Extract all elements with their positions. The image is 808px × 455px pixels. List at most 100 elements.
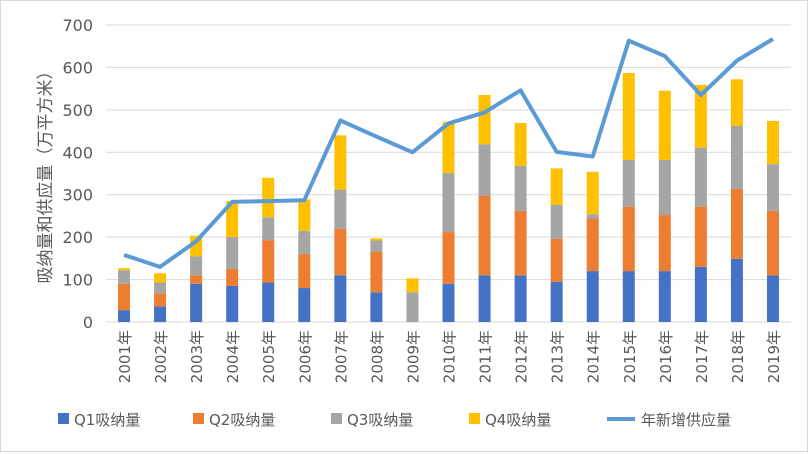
x-tick-label: 2003年 [188,330,206,383]
bar-segment [550,204,563,239]
bar-segment [190,283,203,322]
legend-swatch [331,413,342,424]
y-axis-title: 吸纳量和供应量（万平方米） [36,63,56,284]
bar-segment [730,125,743,189]
bar-segment [406,278,419,293]
bars [118,72,779,322]
y-tick-label: 0 [83,313,93,332]
legend-label: 年新增供应量 [641,411,731,429]
bar-segment [622,271,635,322]
bar-segment [586,171,599,215]
bar-segment [262,177,275,218]
bar-segment [334,275,347,322]
supply-line [123,37,775,269]
bar-segment [766,120,779,165]
bar-segment [406,292,419,322]
bar-segment [118,270,131,284]
x-tick-label: 2009年 [404,330,422,383]
bar-segment [478,95,491,145]
bar-segment [226,237,239,269]
x-tick-label: 2005年 [260,330,278,383]
bar-segment [694,266,707,322]
x-tick-label: 2002年 [152,330,170,383]
bar-segment [334,228,347,276]
bar-segment [622,72,635,160]
y-tick-label: 300 [62,186,93,205]
bar-segment [370,240,383,252]
bar-segment [622,159,635,207]
x-tick-label: 2010年 [441,330,459,383]
bar-segment [226,285,239,322]
bar-segment [226,268,239,286]
x-tick-label: 2006年 [296,330,314,383]
bar-segment [118,310,131,322]
legend-swatch [469,413,480,424]
legend-swatch [58,413,69,424]
legend-item: Q3吸纳量 [331,411,413,429]
legend-label: Q1吸纳量 [74,411,140,429]
legend-item: Q1吸纳量 [58,411,140,429]
x-tick-label: 2012年 [513,330,531,383]
bar-segment [514,123,527,166]
legend-label: Q3吸纳量 [347,411,413,429]
bar-segment [478,195,491,276]
bar-segment [442,173,455,233]
x-tick-label: 2004年 [224,330,242,383]
bar-segment [478,144,491,196]
bar-segment [262,282,275,322]
bar-segment [514,165,527,211]
x-tick-label: 2001年 [116,330,134,383]
x-tick-label: 2013年 [549,330,567,383]
bar-segment [262,240,275,283]
x-tick-label: 2011年 [477,330,495,383]
bar-segment [118,268,131,271]
bar-segment [586,271,599,322]
bar-segment [586,214,599,219]
bar-segment [190,256,203,276]
bar-segment [694,84,707,148]
bar-segment [190,275,203,284]
y-tick-label: 700 [62,16,93,35]
bar-segment [442,232,455,284]
x-tick-label: 2007年 [332,330,350,383]
y-tick-label: 100 [62,271,93,290]
bar-segment [730,258,743,322]
x-tick-label: 2018年 [729,330,747,383]
bar-segment [334,189,347,229]
bar-segment [514,210,527,276]
x-tick-labels: 2001年 2002年 2003年 2004年 2005年 2006年 2007年 2008年… [116,330,783,383]
y-tick-label: 600 [62,58,93,77]
legend-label: Q4吸纳量 [485,411,551,429]
line-series [123,37,775,269]
bar-segment [694,147,707,207]
legend-item: Q2吸纳量 [193,411,275,429]
bar-segment [694,206,707,267]
bar-segment [298,199,311,231]
bar-segment [478,275,491,322]
bar-segment [766,210,779,276]
y-tick-label: 500 [62,101,93,120]
bar-segment [226,201,239,238]
bar-segment [334,135,347,190]
x-tick-label: 2016年 [657,330,675,383]
x-tick-label: 2014年 [585,330,603,383]
bar-segment [154,306,167,322]
bar-segment [370,238,383,241]
bar-segment [658,271,671,322]
legend-swatch [193,413,204,424]
bar-segment [370,251,383,293]
bar-segment [262,217,275,241]
bar-segment [298,288,311,322]
bar-segment [550,238,563,282]
bar-segment [154,273,167,283]
bar-segment [370,292,383,322]
legend: Q1吸纳量 Q2吸纳量 Q3吸纳量 Q4吸纳量 年新增供应量 [58,411,731,429]
bar-segment [766,275,779,322]
bar-segment [586,218,599,272]
bar-segment [658,90,671,160]
bar-segment [766,164,779,211]
x-tick-label: 2019年 [765,330,783,383]
x-tick-label: 2015年 [621,330,639,383]
